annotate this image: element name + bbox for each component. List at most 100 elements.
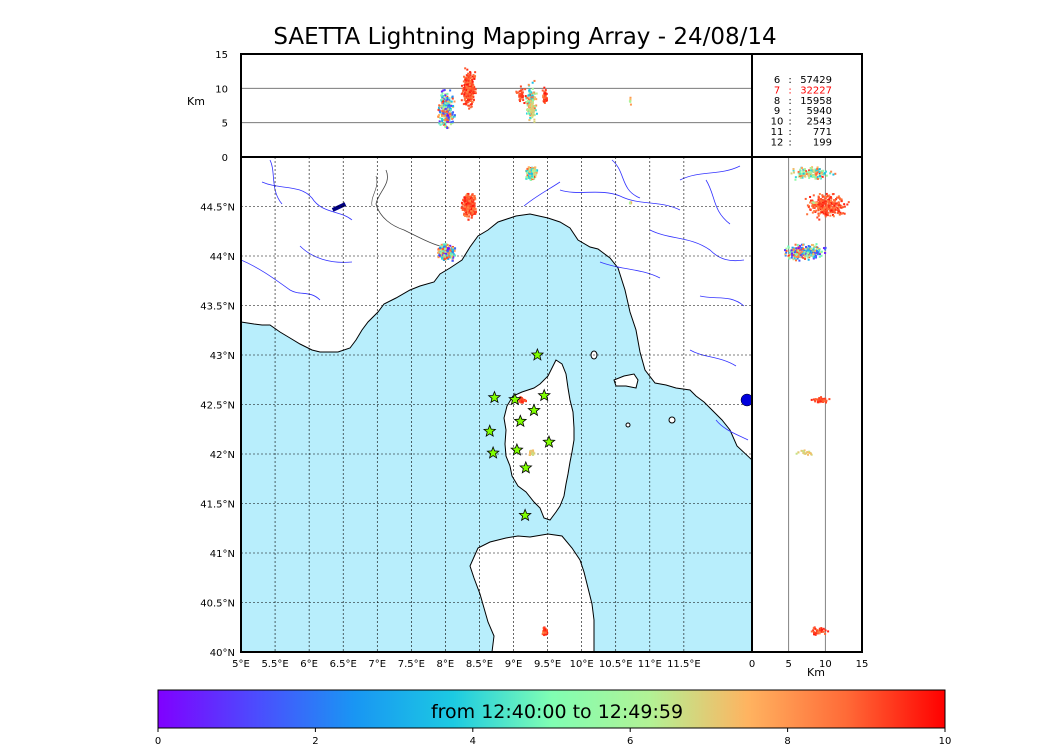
map-source-point bbox=[441, 247, 445, 251]
right-source-point bbox=[843, 203, 846, 206]
map-source-point bbox=[446, 252, 449, 255]
right-source-point bbox=[837, 195, 840, 198]
map-source-point bbox=[531, 452, 534, 455]
right-source-point bbox=[792, 247, 795, 250]
top-y-tick-label: 0 bbox=[222, 153, 228, 164]
right-source-point bbox=[808, 255, 811, 258]
top-source-point bbox=[533, 92, 536, 95]
right-source-point bbox=[830, 202, 833, 205]
top-source-point bbox=[533, 114, 536, 117]
right-source-point bbox=[804, 197, 807, 200]
right-source-point bbox=[805, 245, 808, 248]
right-source-point bbox=[829, 211, 832, 214]
top-source-point bbox=[442, 96, 445, 99]
map-source-point bbox=[449, 249, 452, 252]
top-source-point bbox=[471, 82, 474, 85]
right-source-point bbox=[823, 210, 826, 213]
right-source-point bbox=[820, 170, 823, 173]
right-source-point bbox=[818, 168, 821, 171]
top-source-point bbox=[445, 106, 448, 109]
top-source-point bbox=[462, 89, 465, 92]
counts-frame bbox=[751, 53, 863, 158]
top-source-point bbox=[469, 89, 472, 92]
top-source-point bbox=[468, 81, 471, 84]
right-source-point bbox=[810, 254, 813, 257]
station-count-value: 2543 bbox=[807, 117, 832, 128]
top-source-point bbox=[453, 100, 456, 103]
right-source-point bbox=[806, 172, 809, 175]
right-source-point bbox=[808, 450, 811, 453]
map-source-point bbox=[449, 252, 453, 255]
top-lightning-sources bbox=[437, 67, 632, 130]
axis-labels: 5°E 5.5°E 6°E 6.5°E 7°E 7.5°E 8°E 8.5°E 9°E 9.5°E… bbox=[187, 50, 868, 679]
map-source-point bbox=[468, 207, 472, 210]
right-source-point bbox=[817, 168, 820, 171]
map-source-point bbox=[466, 209, 469, 212]
station-count-value: 771 bbox=[813, 127, 832, 138]
top-source-point bbox=[465, 77, 468, 80]
top-source-point bbox=[473, 75, 476, 78]
top-source-point bbox=[473, 77, 476, 80]
right-source-point bbox=[790, 256, 793, 259]
right-source-point bbox=[815, 209, 818, 212]
map-source-point bbox=[451, 251, 454, 254]
map-source-point bbox=[464, 211, 468, 214]
top-source-point bbox=[448, 97, 451, 100]
right-source-point bbox=[807, 250, 810, 253]
top-source-point bbox=[438, 120, 441, 123]
map-source-point bbox=[521, 401, 524, 404]
station-count-value: 15958 bbox=[800, 96, 832, 107]
right-source-point bbox=[816, 201, 819, 204]
map-source-point bbox=[462, 198, 465, 201]
right-source-point bbox=[817, 199, 820, 202]
station-count-colon: : bbox=[788, 96, 791, 107]
top-source-point bbox=[452, 115, 455, 118]
right-source-point bbox=[825, 213, 828, 216]
map-source-point bbox=[628, 201, 632, 205]
right-source-point bbox=[831, 193, 834, 196]
right-source-point bbox=[796, 257, 799, 260]
top-source-point bbox=[450, 100, 453, 103]
top-source-point bbox=[469, 99, 472, 102]
right-source-point bbox=[811, 251, 814, 254]
right-source-point bbox=[813, 204, 816, 207]
station-star bbox=[487, 390, 502, 404]
map-source-point bbox=[470, 210, 473, 213]
top-source-point bbox=[470, 98, 473, 101]
map-source-point bbox=[463, 214, 467, 217]
map-source-point bbox=[470, 197, 474, 200]
map-source-point bbox=[463, 205, 466, 208]
top-source-point bbox=[448, 117, 451, 120]
station-count-number: 10 bbox=[771, 117, 784, 128]
map-source-point bbox=[529, 167, 532, 170]
map-source-point bbox=[448, 252, 451, 255]
right-source-point bbox=[827, 208, 830, 211]
right-source-point bbox=[821, 198, 824, 201]
station-star bbox=[482, 424, 497, 437]
top-source-point bbox=[447, 120, 450, 123]
right-source-point bbox=[817, 214, 820, 217]
right-source-point bbox=[817, 209, 820, 212]
right-source-point bbox=[820, 397, 823, 400]
map-source-point bbox=[444, 252, 447, 256]
top-source-point bbox=[440, 110, 443, 113]
right-source-point bbox=[797, 254, 800, 257]
right-source-point bbox=[797, 255, 800, 258]
right-source-point bbox=[826, 211, 829, 214]
top-source-point bbox=[467, 72, 470, 75]
map-source-point bbox=[521, 398, 525, 401]
map-source-point bbox=[444, 243, 447, 246]
top-source-point bbox=[444, 125, 447, 128]
right-source-point bbox=[840, 200, 843, 203]
right-x-axis-label: Km bbox=[807, 666, 825, 679]
right-source-point bbox=[811, 204, 814, 207]
right-source-point bbox=[821, 211, 824, 214]
map-source-point bbox=[467, 202, 470, 205]
right-source-point bbox=[804, 172, 807, 175]
colorbar-label: from 12:40:00 to 12:49:59 bbox=[431, 701, 683, 723]
top-source-point bbox=[474, 92, 477, 95]
top-source-point bbox=[449, 116, 452, 119]
map-x-tick-label: 9°E bbox=[505, 659, 523, 670]
top-source-point bbox=[530, 97, 533, 100]
map-source-point bbox=[470, 216, 473, 219]
